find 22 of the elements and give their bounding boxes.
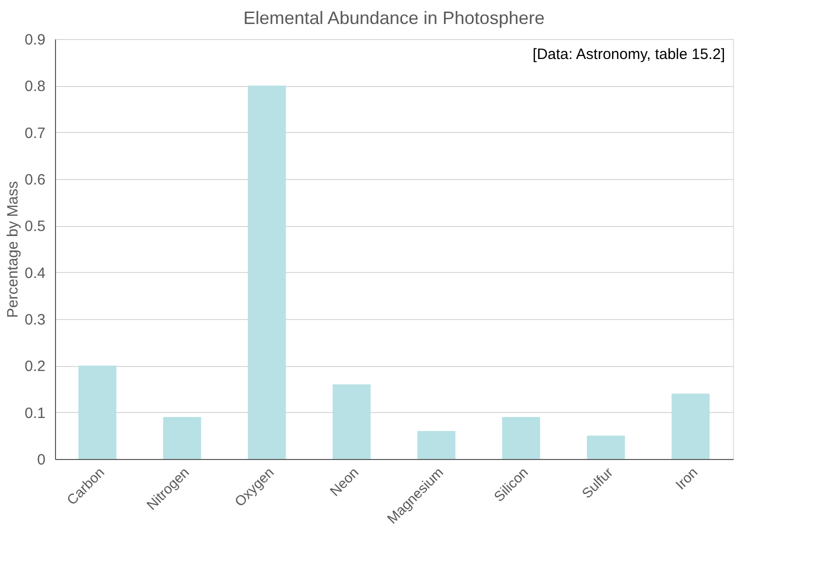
bar — [672, 394, 710, 459]
y-tick-label: 0 — [37, 452, 46, 468]
y-axis-title: Percentage by Mass — [4, 181, 22, 318]
y-tick-label: 0.2 — [24, 358, 46, 376]
bar — [78, 366, 116, 459]
y-tick-label: 0.5 — [24, 218, 46, 236]
bar — [502, 417, 540, 459]
y-tick-label: 0.8 — [24, 78, 46, 96]
bar — [248, 86, 286, 459]
bar — [163, 417, 202, 459]
y-tick-label: 0.7 — [24, 124, 46, 142]
chart-title: Elemental Abundance in Photosphere — [243, 8, 545, 28]
y-tick-label: 0.6 — [24, 172, 46, 188]
y-tick-label: 0.1 — [24, 404, 46, 422]
bar — [586, 436, 625, 459]
bar — [332, 384, 371, 459]
y-tick-label: 0.4 — [24, 264, 46, 282]
y-tick-label: 0.3 — [24, 312, 46, 328]
x-tick-label: Iron — [672, 464, 701, 492]
bar — [417, 431, 456, 459]
annotation: [Data: Astronomy, table 15.2] — [532, 46, 725, 63]
y-tick-label: 0.9 — [24, 32, 46, 48]
